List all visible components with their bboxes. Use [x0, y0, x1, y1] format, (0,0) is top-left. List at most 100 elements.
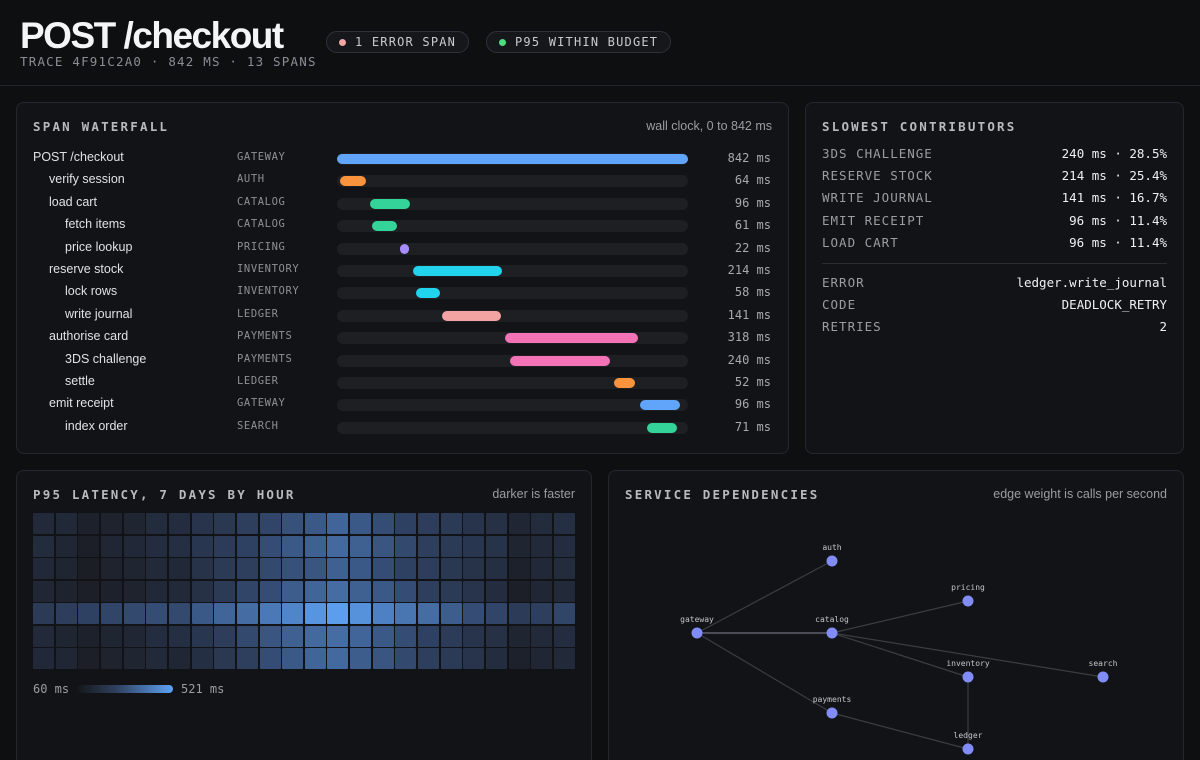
- heatmap-cell[interactable]: [531, 535, 553, 557]
- heatmap-cell[interactable]: [100, 648, 122, 669]
- heatmap-cell[interactable]: [282, 513, 304, 534]
- heatmap-cell[interactable]: [553, 603, 575, 624]
- heatmap-cell[interactable]: [372, 513, 394, 534]
- span-row[interactable]: fetch items CATALOG 61 ms: [17, 214, 787, 236]
- span-bar[interactable]: [339, 176, 367, 187]
- service-node-payments[interactable]: [826, 707, 838, 719]
- heatmap-cell[interactable]: [395, 558, 417, 579]
- heatmap-cell[interactable]: [123, 648, 145, 669]
- heatmap-cell[interactable]: [486, 535, 507, 557]
- heatmap-cell[interactable]: [372, 535, 394, 557]
- heatmap-cell[interactable]: [463, 535, 485, 557]
- span-bar[interactable]: [369, 198, 410, 209]
- heatmap-cell[interactable]: [350, 580, 372, 602]
- heatmap-cell[interactable]: [78, 513, 100, 534]
- heatmap-cell[interactable]: [531, 513, 553, 534]
- heatmap-cell[interactable]: [214, 513, 236, 534]
- heatmap-cell[interactable]: [168, 648, 190, 669]
- heatmap-cell[interactable]: [304, 648, 326, 669]
- heatmap-cell[interactable]: [191, 535, 213, 557]
- heatmap-cell[interactable]: [191, 648, 213, 669]
- heatmap-cell[interactable]: [55, 648, 77, 669]
- heatmap-cell[interactable]: [236, 648, 258, 669]
- heatmap-cell[interactable]: [304, 625, 326, 647]
- heatmap-cell[interactable]: [282, 625, 304, 647]
- heatmap-cell[interactable]: [282, 580, 304, 602]
- heatmap-cell[interactable]: [282, 558, 304, 579]
- service-node-ledger[interactable]: [962, 743, 974, 755]
- heatmap-cell[interactable]: [350, 513, 372, 534]
- span-bar[interactable]: [442, 310, 501, 321]
- heatmap-cell[interactable]: [327, 513, 349, 534]
- service-node-gateway[interactable]: [691, 627, 703, 639]
- heatmap-cell[interactable]: [418, 625, 440, 647]
- span-bar[interactable]: [647, 422, 677, 433]
- heatmap-cell[interactable]: [33, 603, 54, 624]
- heatmap-cell[interactable]: [259, 603, 281, 624]
- span-row[interactable]: reserve stock INVENTORY 214 ms: [17, 259, 787, 281]
- heatmap-cell[interactable]: [78, 625, 100, 647]
- heatmap-cell[interactable]: [214, 648, 236, 669]
- heatmap-cell[interactable]: [168, 625, 190, 647]
- span-bar[interactable]: [337, 154, 688, 164]
- heatmap-cell[interactable]: [78, 648, 100, 669]
- heatmap-cell[interactable]: [463, 580, 485, 602]
- heatmap-cell[interactable]: [395, 580, 417, 602]
- heatmap-cell[interactable]: [259, 580, 281, 602]
- heatmap-cell[interactable]: [100, 513, 122, 534]
- span-row[interactable]: verify session AUTH 64 ms: [17, 169, 787, 191]
- heatmap-cell[interactable]: [350, 535, 372, 557]
- heatmap-cell[interactable]: [55, 603, 77, 624]
- heatmap-cell[interactable]: [214, 535, 236, 557]
- heatmap-cell[interactable]: [168, 558, 190, 579]
- heatmap-cell[interactable]: [418, 513, 440, 534]
- span-bar[interactable]: [372, 221, 398, 232]
- heatmap-cell[interactable]: [418, 580, 440, 602]
- span-bar[interactable]: [399, 243, 410, 254]
- heatmap-cell[interactable]: [123, 625, 145, 647]
- span-bar[interactable]: [412, 266, 503, 276]
- service-node-auth[interactable]: [826, 555, 838, 567]
- heatmap-cell[interactable]: [146, 513, 168, 534]
- heatmap-cell[interactable]: [463, 603, 485, 624]
- heatmap-cell[interactable]: [191, 580, 213, 602]
- heatmap-cell[interactable]: [191, 625, 213, 647]
- span-row[interactable]: write journal LEDGER 141 ms: [17, 304, 787, 326]
- heatmap-cell[interactable]: [236, 535, 258, 557]
- heatmap-cell[interactable]: [191, 603, 213, 624]
- heatmap-cell[interactable]: [395, 648, 417, 669]
- heatmap-cell[interactable]: [214, 625, 236, 647]
- heatmap-cell[interactable]: [463, 648, 485, 669]
- span-row[interactable]: emit receipt GATEWAY 96 ms: [17, 393, 787, 415]
- heatmap-cell[interactable]: [33, 625, 54, 647]
- heatmap-cell[interactable]: [33, 648, 54, 669]
- heatmap-cell[interactable]: [259, 625, 281, 647]
- service-node-catalog[interactable]: [826, 627, 838, 639]
- heatmap-cell[interactable]: [486, 648, 507, 669]
- heatmap-cell[interactable]: [508, 513, 530, 534]
- heatmap-cell[interactable]: [123, 580, 145, 602]
- heatmap-cell[interactable]: [55, 580, 77, 602]
- heatmap-cell[interactable]: [418, 535, 440, 557]
- heatmap-cell[interactable]: [123, 558, 145, 579]
- heatmap-cell[interactable]: [508, 648, 530, 669]
- heatmap-cell[interactable]: [395, 513, 417, 534]
- heatmap-cell[interactable]: [486, 513, 507, 534]
- heatmap-cell[interactable]: [168, 513, 190, 534]
- heatmap-cell[interactable]: [327, 558, 349, 579]
- heatmap-cell[interactable]: [259, 558, 281, 579]
- heatmap-cell[interactable]: [440, 513, 462, 534]
- heatmap-cell[interactable]: [214, 580, 236, 602]
- heatmap-cell[interactable]: [463, 558, 485, 579]
- heatmap-cell[interactable]: [418, 603, 440, 624]
- heatmap-cell[interactable]: [395, 603, 417, 624]
- heatmap-cell[interactable]: [33, 558, 54, 579]
- p95-budget-badge[interactable]: P95 WITHIN BUDGET: [486, 31, 672, 53]
- heatmap-cell[interactable]: [55, 625, 77, 647]
- heatmap-cell[interactable]: [553, 535, 575, 557]
- heatmap-cell[interactable]: [553, 513, 575, 534]
- heatmap-cell[interactable]: [55, 513, 77, 534]
- heatmap-cell[interactable]: [304, 558, 326, 579]
- heatmap-cell[interactable]: [418, 558, 440, 579]
- heatmap-cell[interactable]: [327, 580, 349, 602]
